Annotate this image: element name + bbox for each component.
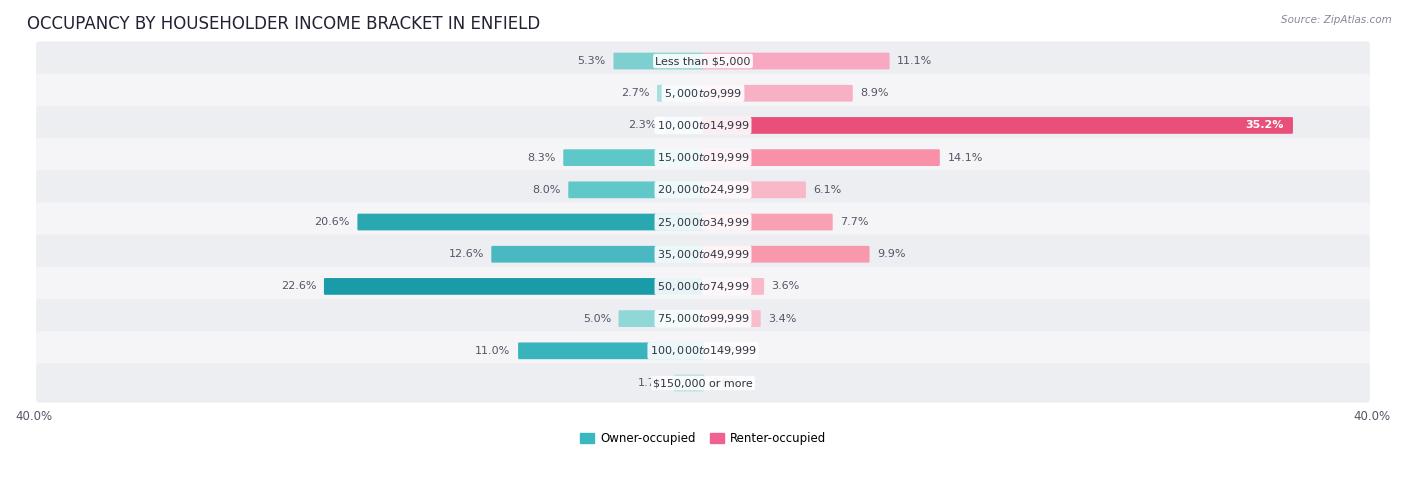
Text: 11.1%: 11.1% — [897, 56, 932, 66]
Text: 1.7%: 1.7% — [638, 378, 666, 388]
FancyBboxPatch shape — [491, 246, 704, 262]
Text: $20,000 to $24,999: $20,000 to $24,999 — [657, 183, 749, 196]
Text: 9.9%: 9.9% — [877, 249, 905, 259]
Text: 7.7%: 7.7% — [841, 217, 869, 227]
Text: $25,000 to $34,999: $25,000 to $34,999 — [657, 215, 749, 228]
FancyBboxPatch shape — [37, 138, 1369, 177]
FancyBboxPatch shape — [702, 52, 890, 69]
FancyBboxPatch shape — [613, 52, 704, 69]
FancyBboxPatch shape — [37, 202, 1369, 242]
Text: 0.0%: 0.0% — [711, 378, 740, 388]
Text: $5,000 to $9,999: $5,000 to $9,999 — [664, 87, 742, 100]
FancyBboxPatch shape — [37, 299, 1369, 338]
FancyBboxPatch shape — [657, 85, 704, 102]
Text: 14.1%: 14.1% — [948, 153, 983, 163]
FancyBboxPatch shape — [564, 149, 704, 166]
FancyBboxPatch shape — [702, 278, 763, 295]
Text: 2.7%: 2.7% — [621, 88, 650, 98]
Text: 35.2%: 35.2% — [1246, 121, 1284, 130]
FancyBboxPatch shape — [37, 41, 1369, 81]
FancyBboxPatch shape — [357, 214, 704, 230]
Text: 12.6%: 12.6% — [449, 249, 484, 259]
Text: 8.9%: 8.9% — [860, 88, 889, 98]
Text: 20.6%: 20.6% — [315, 217, 350, 227]
Text: $150,000 or more: $150,000 or more — [654, 378, 752, 388]
Text: $35,000 to $49,999: $35,000 to $49,999 — [657, 248, 749, 260]
FancyBboxPatch shape — [702, 214, 832, 230]
Text: 8.0%: 8.0% — [533, 185, 561, 195]
Text: 2.3%: 2.3% — [627, 121, 657, 130]
Legend: Owner-occupied, Renter-occupied: Owner-occupied, Renter-occupied — [579, 433, 827, 445]
FancyBboxPatch shape — [37, 170, 1369, 209]
FancyBboxPatch shape — [517, 343, 704, 359]
FancyBboxPatch shape — [702, 117, 1294, 134]
FancyBboxPatch shape — [664, 117, 704, 134]
Text: $15,000 to $19,999: $15,000 to $19,999 — [657, 151, 749, 164]
FancyBboxPatch shape — [619, 310, 704, 327]
FancyBboxPatch shape — [673, 375, 704, 391]
Text: $10,000 to $14,999: $10,000 to $14,999 — [657, 119, 749, 132]
Text: OCCUPANCY BY HOUSEHOLDER INCOME BRACKET IN ENFIELD: OCCUPANCY BY HOUSEHOLDER INCOME BRACKET … — [27, 15, 540, 33]
FancyBboxPatch shape — [37, 267, 1369, 306]
FancyBboxPatch shape — [702, 181, 806, 198]
Text: $50,000 to $74,999: $50,000 to $74,999 — [657, 280, 749, 293]
Text: Less than $5,000: Less than $5,000 — [655, 56, 751, 66]
FancyBboxPatch shape — [37, 235, 1369, 274]
Text: 6.1%: 6.1% — [814, 185, 842, 195]
Text: $100,000 to $149,999: $100,000 to $149,999 — [650, 344, 756, 357]
FancyBboxPatch shape — [37, 73, 1369, 113]
Text: 11.0%: 11.0% — [475, 346, 510, 356]
Text: 3.6%: 3.6% — [772, 281, 800, 292]
FancyBboxPatch shape — [37, 106, 1369, 145]
FancyBboxPatch shape — [37, 364, 1369, 403]
FancyBboxPatch shape — [568, 181, 704, 198]
FancyBboxPatch shape — [37, 331, 1369, 370]
FancyBboxPatch shape — [323, 278, 704, 295]
Text: Source: ZipAtlas.com: Source: ZipAtlas.com — [1281, 15, 1392, 25]
Text: 5.3%: 5.3% — [578, 56, 606, 66]
FancyBboxPatch shape — [702, 149, 939, 166]
Text: 5.0%: 5.0% — [582, 313, 612, 324]
Text: 3.4%: 3.4% — [768, 313, 797, 324]
Text: 0.0%: 0.0% — [711, 346, 740, 356]
FancyBboxPatch shape — [702, 85, 853, 102]
FancyBboxPatch shape — [702, 310, 761, 327]
FancyBboxPatch shape — [702, 246, 869, 262]
Text: $75,000 to $99,999: $75,000 to $99,999 — [657, 312, 749, 325]
Text: 8.3%: 8.3% — [527, 153, 555, 163]
Text: 22.6%: 22.6% — [281, 281, 316, 292]
